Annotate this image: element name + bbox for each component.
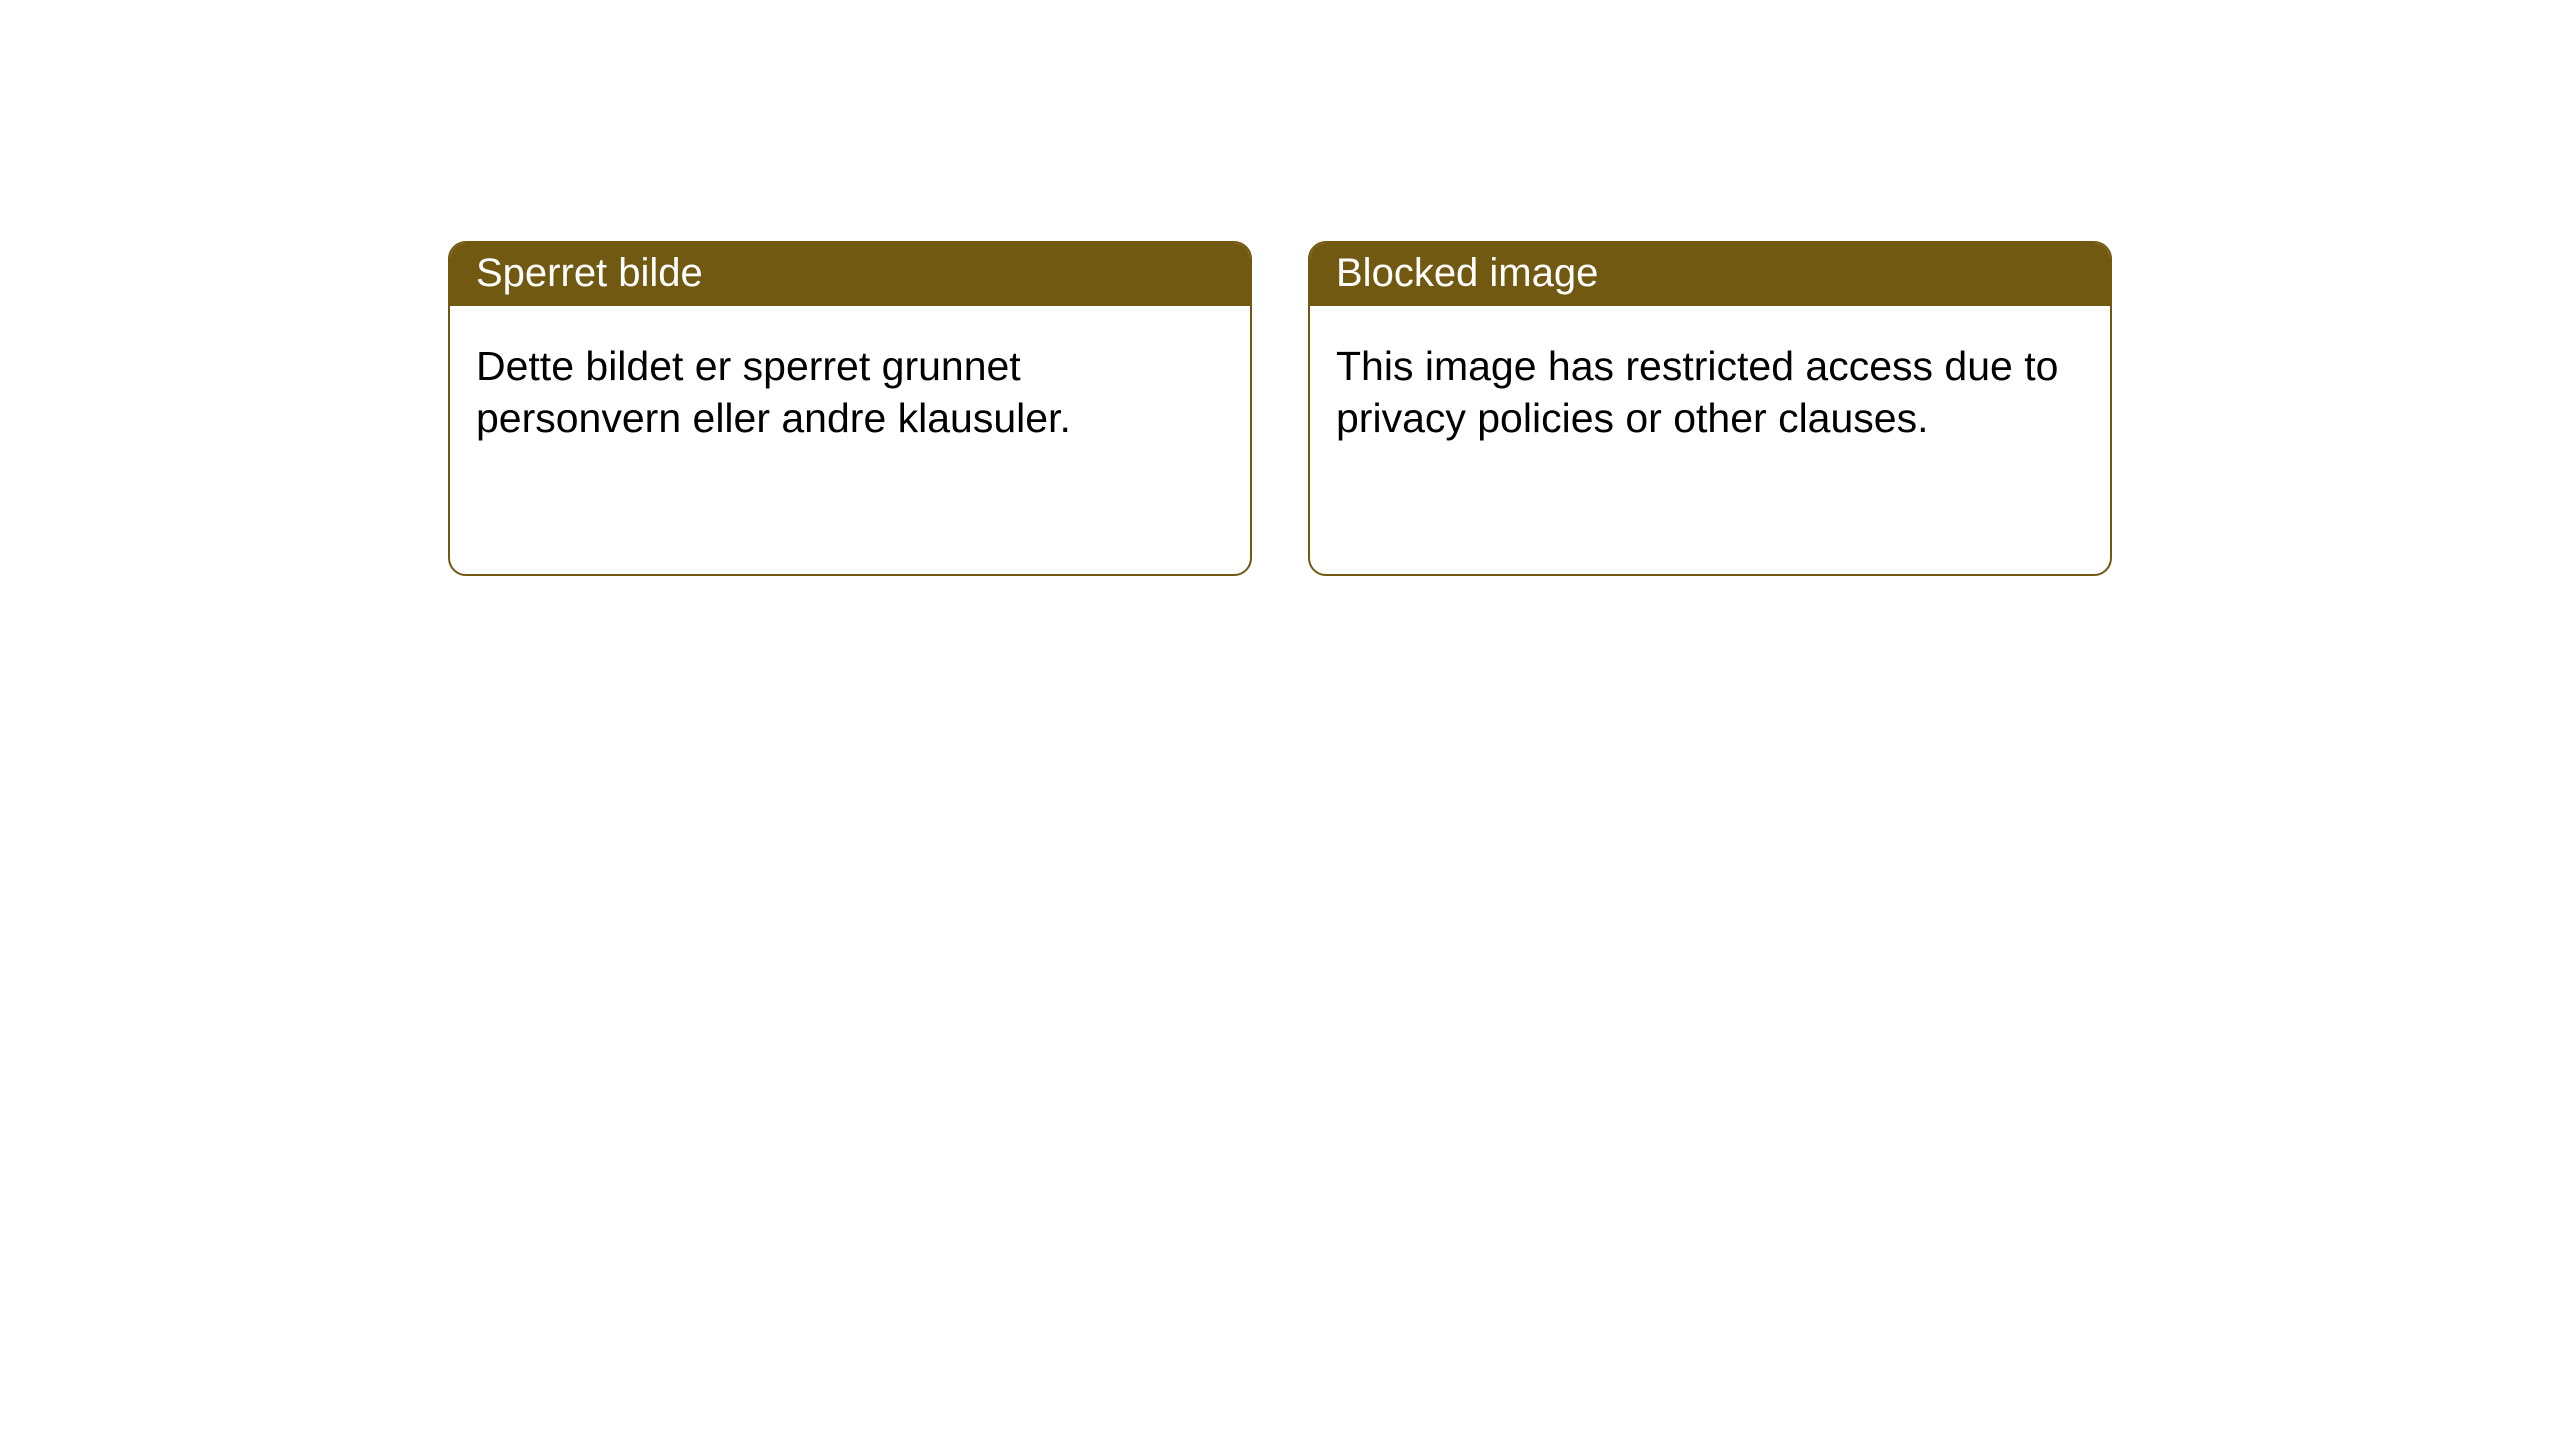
- notice-card-norwegian: Sperret bilde Dette bildet er sperret gr…: [448, 241, 1252, 576]
- card-body: Dette bildet er sperret grunnet personve…: [450, 306, 1250, 574]
- notice-container: Sperret bilde Dette bildet er sperret gr…: [0, 0, 2560, 576]
- card-body: This image has restricted access due to …: [1310, 306, 2110, 574]
- notice-card-english: Blocked image This image has restricted …: [1308, 241, 2112, 576]
- card-title: Sperret bilde: [450, 243, 1250, 306]
- card-title: Blocked image: [1310, 243, 2110, 306]
